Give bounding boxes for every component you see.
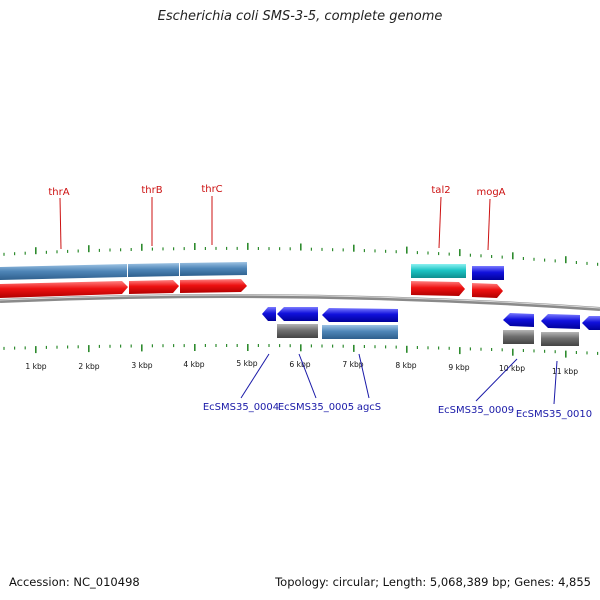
gene-arrow-tal2[interactable] <box>411 281 465 296</box>
map-title: Escherichia coli SMS-3-5, complete genom… <box>157 9 443 24</box>
gene-arrow-thrB[interactable] <box>129 280 179 294</box>
leader-EcSMS35_0010 <box>553 360 558 405</box>
gene-arrow-thrC[interactable] <box>180 279 247 293</box>
gene-label-EcSMS35_0010[interactable]: EcSMS35_0010 <box>516 409 592 420</box>
upper-tick-row <box>3 242 599 266</box>
kbp-label-11: 11 kbp <box>552 367 578 376</box>
genome-summary-text: Topology: circular; Length: 5,068,389 bp… <box>275 575 591 589</box>
gene-label-thrC[interactable]: thrC <box>201 184 222 195</box>
gene-arrow-EcSMS35_0009[interactable] <box>503 313 534 327</box>
gene-label-agcS[interactable]: agcS <box>357 402 381 413</box>
kbp-label-3: 3 kbp <box>131 361 152 370</box>
accession-text: Accession: NC_010498 <box>9 575 140 589</box>
kbp-label-10: 10 kbp <box>499 364 525 373</box>
gene-arrow-EcSMS35_0004[interactable] <box>262 307 276 321</box>
gene-arrow-next[interactable] <box>582 316 600 330</box>
feature-EcSMS35_0005-region[interactable] <box>277 324 318 338</box>
leader-EcSMS35_0009 <box>475 358 518 402</box>
gene-label-EcSMS35_0009[interactable]: EcSMS35_0009 <box>438 405 514 416</box>
genome-backbone-highlight <box>0 294 600 309</box>
gene-arrow-agcS[interactable] <box>322 308 398 322</box>
gene-label-EcSMS35_0004[interactable]: EcSMS35_0004 <box>203 402 279 413</box>
leader-thrA <box>59 197 62 250</box>
gene-arrow-EcSMS35_0010[interactable] <box>541 314 580 329</box>
cds-bar-3[interactable] <box>180 262 247 276</box>
kbp-label-5: 5 kbp <box>236 359 257 368</box>
kbp-label-1: 1 kbp <box>25 362 46 371</box>
gene-arrow-mogA[interactable] <box>472 283 503 298</box>
genome-backbone <box>0 294 600 311</box>
feature-tal2-region[interactable] <box>411 264 466 278</box>
kbp-label-6: 6 kbp <box>289 360 310 369</box>
feature-EcSMS35_0010-region[interactable] <box>541 332 579 346</box>
cds-bar-2[interactable] <box>128 263 179 277</box>
gene-label-tal2[interactable]: tal2 <box>431 185 450 196</box>
top-gene-labels: thrA thrB thrC tal2 mogA <box>48 184 506 251</box>
leader-EcSMS35_0004 <box>240 353 270 399</box>
kbp-label-7: 7 kbp <box>342 360 363 369</box>
feature-EcSMS35_0009-region[interactable] <box>503 330 534 344</box>
gene-arrow-thrA[interactable] <box>0 281 128 298</box>
gene-arrow-EcSMS35_0005[interactable] <box>277 307 318 321</box>
leader-tal2 <box>438 196 442 249</box>
gene-label-mogA[interactable]: mogA <box>476 187 505 198</box>
bottom-gene-labels: EcSMS35_0004 EcSMS35_0005 agcS EcSMS35_0… <box>203 353 592 420</box>
lower-tick-row <box>3 344 599 358</box>
gene-label-thrA[interactable]: thrA <box>48 187 69 198</box>
feature-mogA-region[interactable] <box>472 266 504 280</box>
forward-strand-features <box>0 262 504 298</box>
gene-label-thrB[interactable]: thrB <box>141 185 162 196</box>
leader-EcSMS35_0005 <box>298 353 317 399</box>
kbp-label-8: 8 kbp <box>395 361 416 370</box>
feature-agcS-region[interactable] <box>322 325 398 339</box>
kbp-label-9: 9 kbp <box>448 363 469 372</box>
leader-agcS <box>358 353 370 399</box>
kbp-labels: 1 kbp 2 kbp 3 kbp 4 kbp 5 kbp 6 kbp 7 kb… <box>25 359 578 376</box>
leader-mogA <box>487 198 491 251</box>
kbp-label-4: 4 kbp <box>183 360 204 369</box>
gene-label-EcSMS35_0005[interactable]: EcSMS35_0005 <box>278 402 354 413</box>
kbp-label-2: 2 kbp <box>78 362 99 371</box>
reverse-strand-features <box>262 307 600 346</box>
cds-bar-1[interactable] <box>0 264 127 280</box>
